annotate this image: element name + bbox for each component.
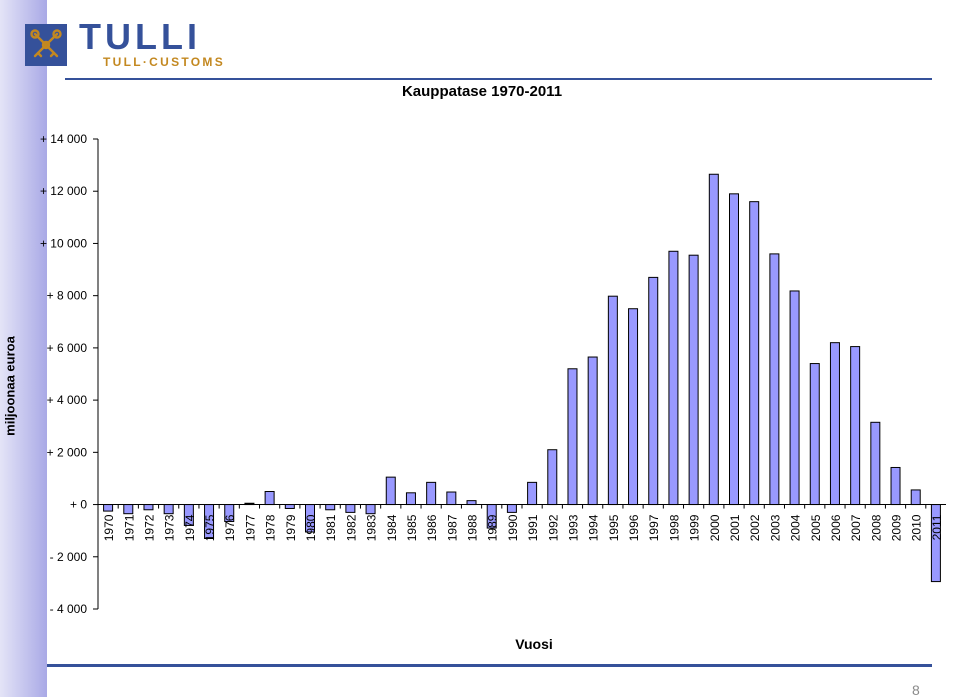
chart-title: Kauppatase 1970-2011 xyxy=(401,83,563,100)
x-tick-label: 1994 xyxy=(587,514,601,541)
bar xyxy=(668,250,679,506)
x-tick-label: 1979 xyxy=(284,514,298,541)
x-tick-label: 2002 xyxy=(748,514,762,541)
y-tick-label: - 2 000 xyxy=(50,550,88,564)
x-tick-label: 1991 xyxy=(526,514,540,541)
bar xyxy=(890,466,901,506)
x-tick-label: 1980 xyxy=(304,514,318,541)
x-tick-label: 1992 xyxy=(546,514,560,541)
bar xyxy=(163,504,174,515)
bar xyxy=(729,193,739,506)
x-tick-label: 1995 xyxy=(607,514,621,541)
bar xyxy=(829,342,840,506)
bar xyxy=(648,276,659,506)
x-tick-label: 1988 xyxy=(466,514,480,541)
x-tick-label: 1984 xyxy=(385,514,399,541)
x-tick-label: 2003 xyxy=(768,514,782,541)
logo-title: TULLI xyxy=(79,16,201,57)
y-tick-label: + 2 000 xyxy=(47,445,88,459)
x-tick-label: 1981 xyxy=(324,514,338,541)
x-tick-label: 2011 xyxy=(930,514,944,540)
header-divider xyxy=(65,78,932,80)
x-tick-label: 1990 xyxy=(506,514,520,541)
bar xyxy=(587,356,598,506)
x-tick-label: 1997 xyxy=(647,514,661,541)
bar xyxy=(567,368,578,506)
bar xyxy=(405,492,416,506)
bar xyxy=(708,173,719,506)
bar xyxy=(547,449,558,506)
x-tick-label: 1971 xyxy=(122,514,136,541)
x-tick-label: 1999 xyxy=(688,514,702,541)
x-tick-label: 2006 xyxy=(829,514,843,541)
bar xyxy=(607,295,618,506)
bar xyxy=(749,201,760,506)
bar xyxy=(628,308,639,506)
logo-subtitle: TULL·CUSTOMS xyxy=(103,55,226,69)
crossed-keys-emblem-icon xyxy=(25,24,67,66)
y-tick-label: + 4 000 xyxy=(47,393,88,407)
x-tick-label: 1987 xyxy=(445,514,459,541)
x-tick-label: 1978 xyxy=(264,514,278,541)
bar xyxy=(426,481,437,506)
x-tick-label: 2005 xyxy=(809,514,823,541)
y-tick-label: + 12 000 xyxy=(40,184,87,198)
x-tick-label: 1973 xyxy=(163,514,177,541)
bar xyxy=(809,363,820,506)
x-tick-label: 1982 xyxy=(344,514,358,541)
bar xyxy=(385,476,396,506)
bar xyxy=(527,481,538,506)
bar xyxy=(789,290,800,506)
bar xyxy=(506,504,517,513)
y-tick-label: + 8 000 xyxy=(47,289,88,303)
x-tick-label: 1996 xyxy=(627,514,641,541)
x-tick-label: 1976 xyxy=(223,514,237,541)
x-tick-label: 1972 xyxy=(142,514,156,541)
x-tick-label: 2008 xyxy=(869,514,883,541)
footer-divider xyxy=(47,664,932,667)
x-axis-label: Vuosi xyxy=(515,636,553,652)
bar xyxy=(446,491,457,506)
bar xyxy=(850,346,861,506)
x-tick-label: 2000 xyxy=(708,514,722,541)
x-tick-label: 1970 xyxy=(102,514,116,541)
y-tick-label: - 4 000 xyxy=(50,602,88,616)
bar xyxy=(345,504,356,513)
bar xyxy=(769,253,780,506)
x-tick-label: 1998 xyxy=(667,514,681,541)
x-tick-label: 1977 xyxy=(243,514,257,541)
y-tick-label: + 14 000 xyxy=(40,132,87,146)
y-tick-label: + 0 xyxy=(70,498,87,512)
x-tick-label: 2010 xyxy=(910,514,924,541)
y-tick-label: + 6 000 xyxy=(47,341,88,355)
bar xyxy=(103,504,114,512)
bar xyxy=(365,504,376,515)
x-tick-label: 1985 xyxy=(405,514,419,541)
y-tick-label: + 10 000 xyxy=(40,236,87,250)
x-tick-label: 1975 xyxy=(203,514,217,541)
x-tick-label: 1983 xyxy=(365,514,379,541)
x-tick-label: 1974 xyxy=(183,514,197,541)
bar xyxy=(910,489,921,506)
bar xyxy=(123,504,134,515)
x-tick-label: 1993 xyxy=(566,514,580,541)
x-tick-label: 2001 xyxy=(728,514,742,541)
x-tick-label: 1989 xyxy=(486,514,500,541)
slide-number: 8 xyxy=(912,682,920,698)
bar xyxy=(870,421,881,506)
left-decorative-band xyxy=(0,0,47,697)
x-tick-label: 2004 xyxy=(789,514,803,541)
bar xyxy=(284,504,295,509)
x-tick-label: 2007 xyxy=(849,514,863,541)
bar xyxy=(143,504,154,511)
bar xyxy=(264,491,275,506)
x-tick-label: 1986 xyxy=(425,514,439,541)
x-tick-label: 2009 xyxy=(890,514,904,541)
bar xyxy=(325,504,336,511)
bar xyxy=(466,500,477,506)
bar xyxy=(688,254,699,506)
